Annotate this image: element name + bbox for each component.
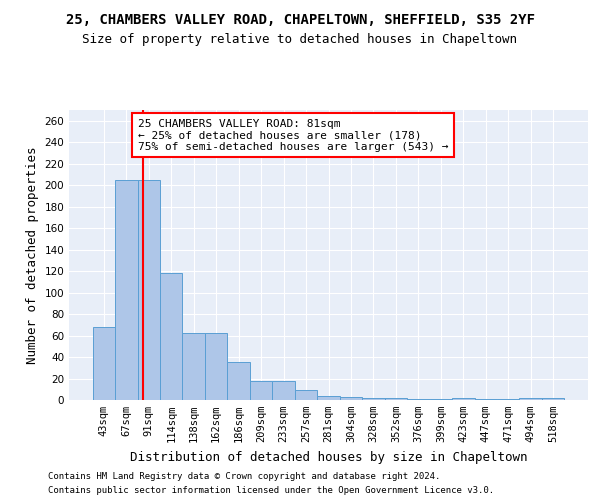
Bar	[317, 396, 340, 400]
Text: Contains public sector information licensed under the Open Government Licence v3: Contains public sector information licen…	[48, 486, 494, 495]
Bar	[452, 398, 475, 400]
Y-axis label: Number of detached properties: Number of detached properties	[26, 146, 39, 364]
Bar	[295, 390, 317, 400]
Bar	[182, 334, 205, 400]
Bar	[542, 398, 565, 400]
Bar	[520, 398, 542, 400]
Text: 25 CHAMBERS VALLEY ROAD: 81sqm
← 25% of detached houses are smaller (178)
75% of: 25 CHAMBERS VALLEY ROAD: 81sqm ← 25% of …	[137, 118, 448, 152]
Text: Size of property relative to detached houses in Chapeltown: Size of property relative to detached ho…	[83, 32, 517, 46]
Bar	[385, 398, 407, 400]
Bar	[362, 398, 385, 400]
Bar	[227, 362, 250, 400]
Bar	[340, 397, 362, 400]
Bar	[407, 399, 430, 400]
Bar	[250, 380, 272, 400]
Bar	[137, 180, 160, 400]
Bar	[475, 399, 497, 400]
Bar	[497, 399, 520, 400]
Text: Contains HM Land Registry data © Crown copyright and database right 2024.: Contains HM Land Registry data © Crown c…	[48, 472, 440, 481]
Bar	[92, 327, 115, 400]
Bar	[205, 334, 227, 400]
Text: 25, CHAMBERS VALLEY ROAD, CHAPELTOWN, SHEFFIELD, S35 2YF: 25, CHAMBERS VALLEY ROAD, CHAPELTOWN, SH…	[65, 12, 535, 26]
Bar	[430, 399, 452, 400]
Bar	[272, 380, 295, 400]
Bar	[160, 274, 182, 400]
Bar	[115, 180, 137, 400]
X-axis label: Distribution of detached houses by size in Chapeltown: Distribution of detached houses by size …	[130, 450, 527, 464]
